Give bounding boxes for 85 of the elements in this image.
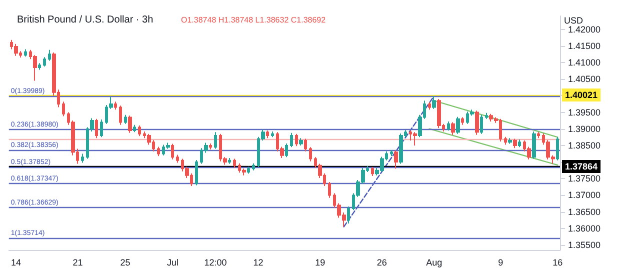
candlestick [214,132,217,150]
candlestick [119,105,122,126]
candlestick [537,132,540,139]
candlestick [532,131,536,160]
candlestick [390,150,393,157]
candlestick [508,138,512,144]
candlestick [252,162,255,171]
candlestick [461,116,464,126]
candlestick [518,138,521,148]
candlestick [394,150,398,170]
y-tick-label: 1.40500 [568,74,601,84]
candlestick [100,119,103,138]
candlestick [447,121,450,132]
candlestick [456,116,460,134]
candlestick [128,115,132,134]
candlestick [432,95,436,110]
x-tick-label: 9 [498,258,504,268]
y-tick-label: 1.38500 [568,140,601,150]
x-tick-label: 21 [72,258,83,268]
candlestick [480,114,483,134]
y-tick-label: 1.36000 [568,223,601,234]
y-tick-label: 1.41500 [568,40,601,51]
candlestick [513,138,517,149]
candlestick [171,143,174,160]
candlestick [138,125,141,137]
candlestick [475,110,479,136]
candlestick [157,146,160,157]
candlestick [271,131,274,138]
x-tick-label: 14 [10,258,22,268]
candlestick [24,48,27,57]
candlestick [176,154,179,164]
candlestick [133,124,136,133]
candlestick [504,136,507,146]
candlestick [451,122,455,136]
candlestick [62,101,65,117]
y-tick-label: 1.37000 [568,190,601,200]
y-tick-label: 1.39000 [568,124,601,134]
candlestick [556,136,559,161]
x-tick-label: 25 [120,258,130,268]
candlestick [81,153,84,164]
candlestick [247,166,250,174]
chart-title: British Pound / U.S. Dollar · 3h [17,14,154,26]
candlestick [437,98,441,129]
candlestick [347,206,350,224]
candlestick [95,118,98,139]
candlestick [114,101,117,110]
candlestick [485,112,488,120]
x-tick-label: 12 [253,258,264,268]
candlestick [124,114,127,124]
x-tick-label: 19 [315,258,326,268]
candlestick [228,158,231,164]
candlestick [209,142,212,150]
candlestick [285,142,288,158]
ref-line-label: 1.37864 [565,162,598,172]
y-tick-label: 1.39500 [568,107,601,118]
y-tick-label: 1.42000 [568,24,601,34]
candlestick [309,146,312,162]
candlestick [328,181,331,198]
chart-subtitle: O1.38748 H1.38748 L1.38632 C1.38692 [181,16,326,24]
x-tick-label: Aug [426,258,442,268]
y-tick-label: 1.35500 [568,240,601,250]
candlestick [266,130,269,139]
candlestick [290,132,293,148]
candlestick [233,158,236,169]
y-tick-label: 1.37500 [568,174,601,184]
y-tick-label: 1.41000 [568,57,601,68]
x-tick-label: 16 [552,258,563,268]
x-tick-label: 26 [376,258,387,268]
candlestick [371,166,374,176]
candlestick [304,138,307,152]
x-tick-label: Jul [167,258,179,268]
candlestick [195,160,198,186]
candlestick [43,56,46,67]
candlestick [413,132,417,146]
candlestick [14,43,18,56]
candlestick [48,49,51,62]
y-tick-label: 1.36500 [568,206,601,217]
candlestick [399,133,403,164]
candlestick [38,62,41,70]
ref-line-label: 1.40021 [565,90,598,100]
candlestick [299,138,303,146]
candlestick [428,102,431,110]
y-axis-title: USD [564,15,584,26]
candlestick [295,133,298,147]
x-tick-label: 12:00 [204,258,227,268]
